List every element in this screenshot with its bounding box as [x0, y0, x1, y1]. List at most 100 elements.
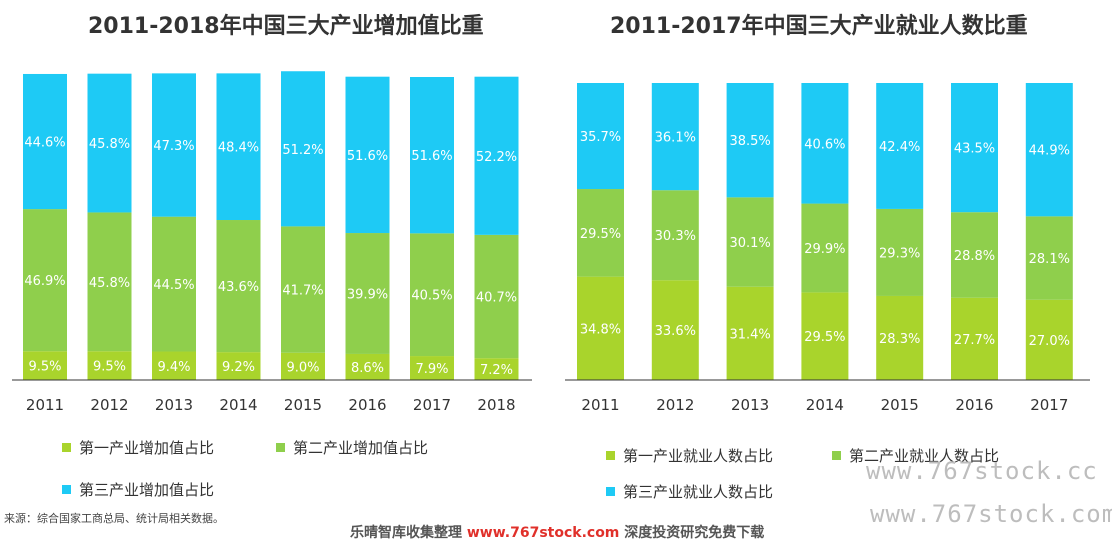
- data-label-right-s1-2015: 28.3%: [879, 332, 920, 347]
- chart-right-title: 2011-2017年中国三大产业就业人数比重: [610, 14, 1028, 39]
- bar-right-s1-2016: [951, 297, 998, 380]
- bar-left-s1-2016: [345, 353, 390, 380]
- data-label-left-s2-2017: 40.5%: [411, 289, 452, 304]
- data-label-left-s3-2016: 51.6%: [347, 149, 388, 164]
- legend-swatch-secondary: [832, 451, 841, 460]
- bar-right-s2-2013: [726, 197, 774, 287]
- legend-left-secondary: 第二产业增加值占比: [276, 437, 428, 458]
- data-label-left-s2-2015: 41.7%: [282, 284, 323, 299]
- data-label-left-s3-2014: 48.4%: [218, 141, 259, 156]
- data-label-right-s2-2017: 28.1%: [1029, 252, 1070, 267]
- legend-right-primary: 第一产业就业人数占比: [606, 445, 773, 466]
- data-label-right-s2-2016: 28.8%: [954, 249, 995, 264]
- data-label-left-s3-2015: 51.2%: [282, 143, 323, 158]
- data-label-left-s3-2012: 45.8%: [89, 137, 130, 152]
- bar-left-s2-2012: [87, 212, 132, 352]
- bar-left-s1-2013: [152, 351, 196, 380]
- bar-left-s2-2011: [23, 209, 67, 352]
- legend-left-primary: 第一产业增加值占比: [62, 437, 214, 458]
- data-label-left-s1-2017: 7.9%: [415, 362, 448, 377]
- data-label-left-s2-2011: 46.9%: [24, 274, 65, 289]
- bar-left-s1-2017: [410, 356, 454, 380]
- data-label-right-s1-2011: 34.8%: [580, 322, 621, 337]
- data-label-right-s2-2015: 29.3%: [879, 246, 920, 261]
- data-label-left-s1-2014: 9.2%: [222, 360, 255, 375]
- bar-left-s2-2013: [152, 216, 196, 352]
- x-tick-label-left-2013: 2013: [155, 396, 193, 414]
- data-label-right-s2-2013: 30.1%: [729, 236, 770, 251]
- bar-left-s2-2018: [474, 234, 519, 359]
- data-label-right-s2-2011: 29.5%: [580, 227, 621, 242]
- x-tick-label-left-2017: 2017: [413, 396, 451, 414]
- x-tick-label-left-2011: 2011: [26, 396, 64, 414]
- x-tick-label-right-2013: 2013: [731, 396, 769, 414]
- legend-left-tertiary: 第三产业增加值占比: [62, 479, 214, 500]
- bar-left-s1-2012: [87, 351, 132, 380]
- bar-right-s1-2013: [726, 286, 774, 380]
- x-tick-label-left-2016: 2016: [348, 396, 386, 414]
- data-label-right-s3-2012: 36.1%: [655, 131, 696, 146]
- bar-right-s3-2013: [726, 83, 774, 198]
- bar-right-s1-2011: [577, 276, 624, 380]
- bar-right-s3-2014: [801, 83, 849, 204]
- x-tick-label-right-2017: 2017: [1030, 396, 1068, 414]
- bar-left-s3-2017: [410, 77, 454, 234]
- bar-right-s1-2015: [876, 295, 924, 380]
- legend-label: 第二产业增加值占比: [293, 439, 429, 457]
- data-label-right-s3-2013: 38.5%: [729, 134, 770, 149]
- data-label-left-s2-2014: 43.6%: [218, 280, 259, 295]
- data-label-right-s3-2014: 40.6%: [804, 137, 845, 152]
- bar-left-s3-2015: [281, 71, 325, 227]
- bar-left-s3-2013: [152, 73, 196, 217]
- bar-left-s3-2011: [23, 73, 67, 210]
- footer-banner: 乐晴智库收集整理 www.767stock.com 深度投资研究免费下载: [350, 522, 764, 542]
- data-label-right-s1-2016: 27.7%: [954, 333, 995, 348]
- legend-label: 第一产业增加值占比: [79, 439, 215, 457]
- bar-left-s3-2018: [474, 76, 519, 235]
- bar-right-s3-2015: [876, 83, 924, 209]
- x-tick-label-left-2018: 2018: [477, 396, 515, 414]
- bar-left-s3-2014: [216, 73, 261, 221]
- x-tick-label-left-2015: 2015: [284, 396, 322, 414]
- x-tick-label-right-2015: 2015: [881, 396, 919, 414]
- data-label-left-s1-2015: 9.0%: [286, 360, 319, 375]
- bar-right-s1-2012: [651, 280, 699, 380]
- legend-right-tertiary: 第三产业就业人数占比: [606, 481, 773, 502]
- data-label-left-s1-2011: 9.5%: [28, 360, 61, 375]
- x-tick-label-right-2011: 2011: [581, 396, 619, 414]
- data-label-left-s2-2018: 40.7%: [476, 291, 517, 306]
- bar-left-s2-2014: [216, 220, 261, 353]
- data-label-right-s1-2014: 29.5%: [804, 330, 845, 345]
- footer-url-link[interactable]: www.767stock.com: [466, 525, 620, 541]
- x-tick-label-right-2014: 2014: [806, 396, 844, 414]
- legend-label: 第一产业就业人数占比: [623, 447, 774, 465]
- bar-right-s3-2012: [651, 83, 699, 191]
- bar-left-s3-2016: [345, 76, 390, 234]
- bar-right-s3-2011: [577, 83, 624, 190]
- bar-left-s1-2018: [474, 358, 519, 380]
- data-label-left-s1-2012: 9.5%: [93, 360, 126, 375]
- data-label-left-s3-2017: 51.6%: [411, 149, 452, 164]
- legend-label: 第三产业就业人数占比: [623, 483, 774, 501]
- legend-swatch-primary: [606, 451, 615, 460]
- legend-label: 第二产业就业人数占比: [849, 447, 1000, 465]
- bar-left-s2-2016: [345, 233, 390, 354]
- bar-right-s3-2017: [1025, 83, 1073, 217]
- bar-right-s2-2014: [801, 203, 849, 293]
- x-tick-label-left-2014: 2014: [219, 396, 257, 414]
- data-label-left-s3-2011: 44.6%: [24, 136, 65, 151]
- legend-swatch-tertiary: [62, 485, 71, 494]
- data-label-right-s3-2016: 43.5%: [954, 142, 995, 157]
- data-label-right-s3-2011: 35.7%: [580, 130, 621, 145]
- watermark-text: www.767stock.cc: [866, 457, 1098, 485]
- bar-right-s2-2011: [577, 189, 624, 277]
- data-label-right-s3-2017: 44.9%: [1029, 144, 1070, 159]
- data-label-left-s1-2016: 8.6%: [351, 361, 384, 376]
- data-label-right-s3-2015: 42.4%: [879, 140, 920, 155]
- data-label-left-s2-2012: 45.8%: [89, 276, 130, 291]
- x-tick-label-right-2016: 2016: [955, 396, 993, 414]
- watermark-text: www.767stock.com: [870, 500, 1112, 528]
- bar-right-s3-2016: [951, 83, 998, 213]
- bar-right-s2-2015: [876, 208, 924, 296]
